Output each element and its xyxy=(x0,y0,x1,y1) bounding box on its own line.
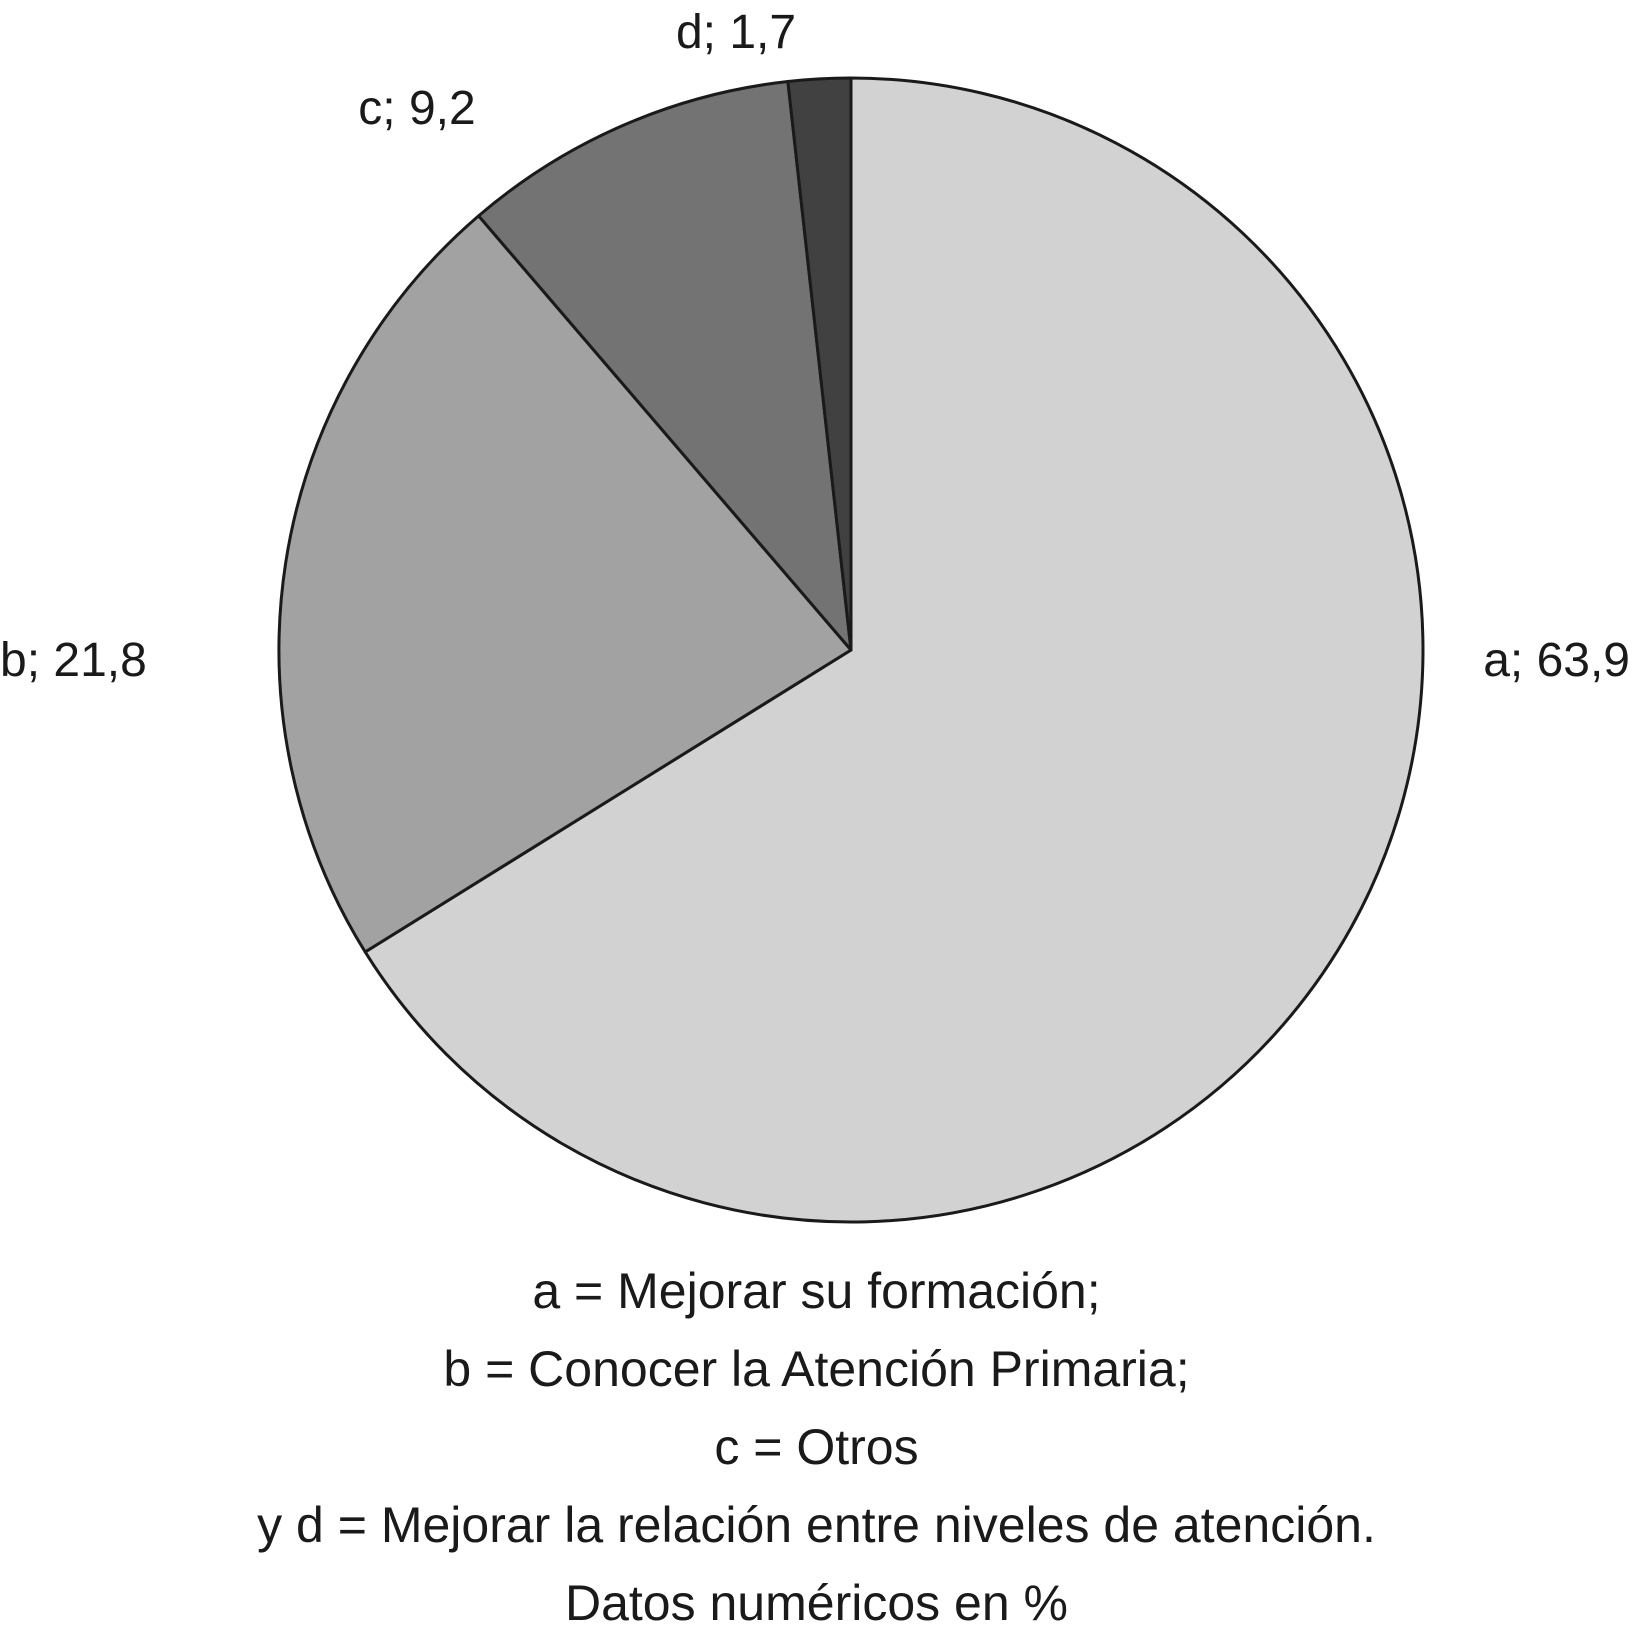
caption-line-c: c = Otros xyxy=(714,1419,919,1475)
caption-line-b: b = Conocer la Atención Primaria; xyxy=(443,1341,1190,1397)
pie-slice-a xyxy=(363,76,1425,1224)
pie-slice-b xyxy=(277,214,853,954)
chart-caption: a = Mejorar su formación; b = Conocer la… xyxy=(0,1252,1633,1633)
slice-label-a: a; 63,9 xyxy=(1483,634,1630,687)
pie-slice-c xyxy=(477,79,853,652)
caption-line-a: a = Mejorar su formación; xyxy=(532,1263,1101,1319)
slice-label-d: d; 1,7 xyxy=(676,6,796,59)
caption-line-d: y d = Mejorar la relación entre niveles … xyxy=(257,1497,1376,1553)
pie-slice-d xyxy=(786,76,853,652)
caption-units-note: Datos numéricos en % xyxy=(564,1575,1068,1631)
slice-label-b: b; 21,8 xyxy=(0,634,147,687)
slice-label-c: c; 9,2 xyxy=(358,82,475,135)
